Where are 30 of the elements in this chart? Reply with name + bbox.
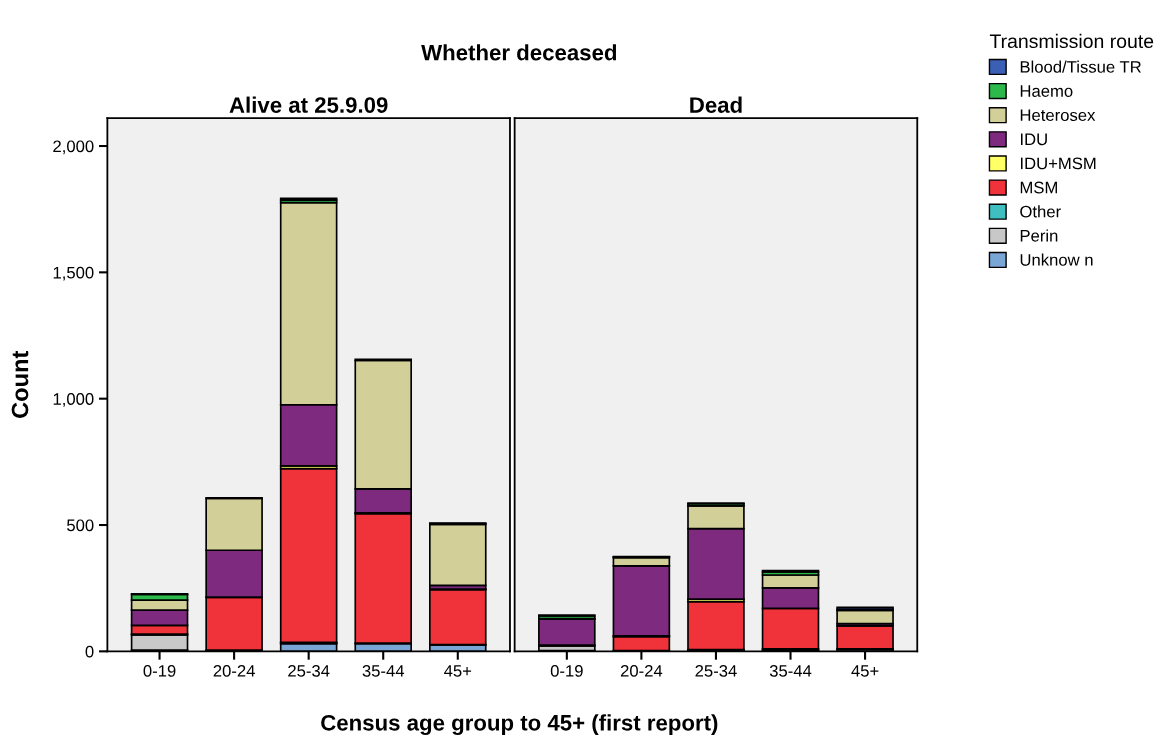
legend-label: Perin bbox=[1020, 229, 1058, 242]
x-tick-label: 20-24 bbox=[213, 664, 255, 677]
x-tick-label: 25-34 bbox=[695, 664, 737, 677]
legend-label: Other bbox=[1020, 205, 1061, 218]
x-tick-label: 20-24 bbox=[620, 664, 663, 677]
legend-label: Haemo bbox=[1020, 85, 1073, 97]
y-tick-label: 500 bbox=[67, 519, 94, 532]
legend-label: Blood/Tissue TR bbox=[1020, 60, 1141, 73]
chart-title: Alive at 25.9.09 bbox=[229, 96, 388, 113]
y-tick-label: 1,000 bbox=[53, 393, 94, 407]
x-tick-label: 0-19 bbox=[550, 664, 583, 677]
x-tick-label: 25-34 bbox=[288, 664, 330, 677]
legend-title: Transmission route bbox=[989, 33, 1154, 49]
x-tick-label: 0-19 bbox=[143, 664, 176, 677]
legend-label: Unknow n bbox=[1020, 253, 1093, 266]
legend-label: IDU+MSM bbox=[1020, 157, 1096, 170]
y-tick-label: 2,000 bbox=[53, 140, 94, 155]
x-tick-label: 45+ bbox=[851, 665, 879, 677]
chart-title: Dead bbox=[690, 96, 742, 113]
y-tick-label: 0 bbox=[85, 645, 94, 658]
y-tick-label: 1,500 bbox=[53, 266, 94, 281]
y-axis-title: Count bbox=[11, 350, 29, 418]
legend-label: MSM bbox=[1020, 181, 1057, 194]
legend-label: IDU bbox=[1020, 133, 1047, 146]
text: Whether deceased bbox=[421, 44, 617, 61]
x-tick-label: 35-44 bbox=[769, 664, 812, 677]
x-tick-label: 45+ bbox=[444, 665, 472, 677]
x-tick-label: 35-44 bbox=[362, 664, 405, 677]
x-axis-title: Census age group to 45+ (first report) bbox=[321, 714, 718, 736]
legend-label: Heterosex bbox=[1020, 109, 1096, 122]
